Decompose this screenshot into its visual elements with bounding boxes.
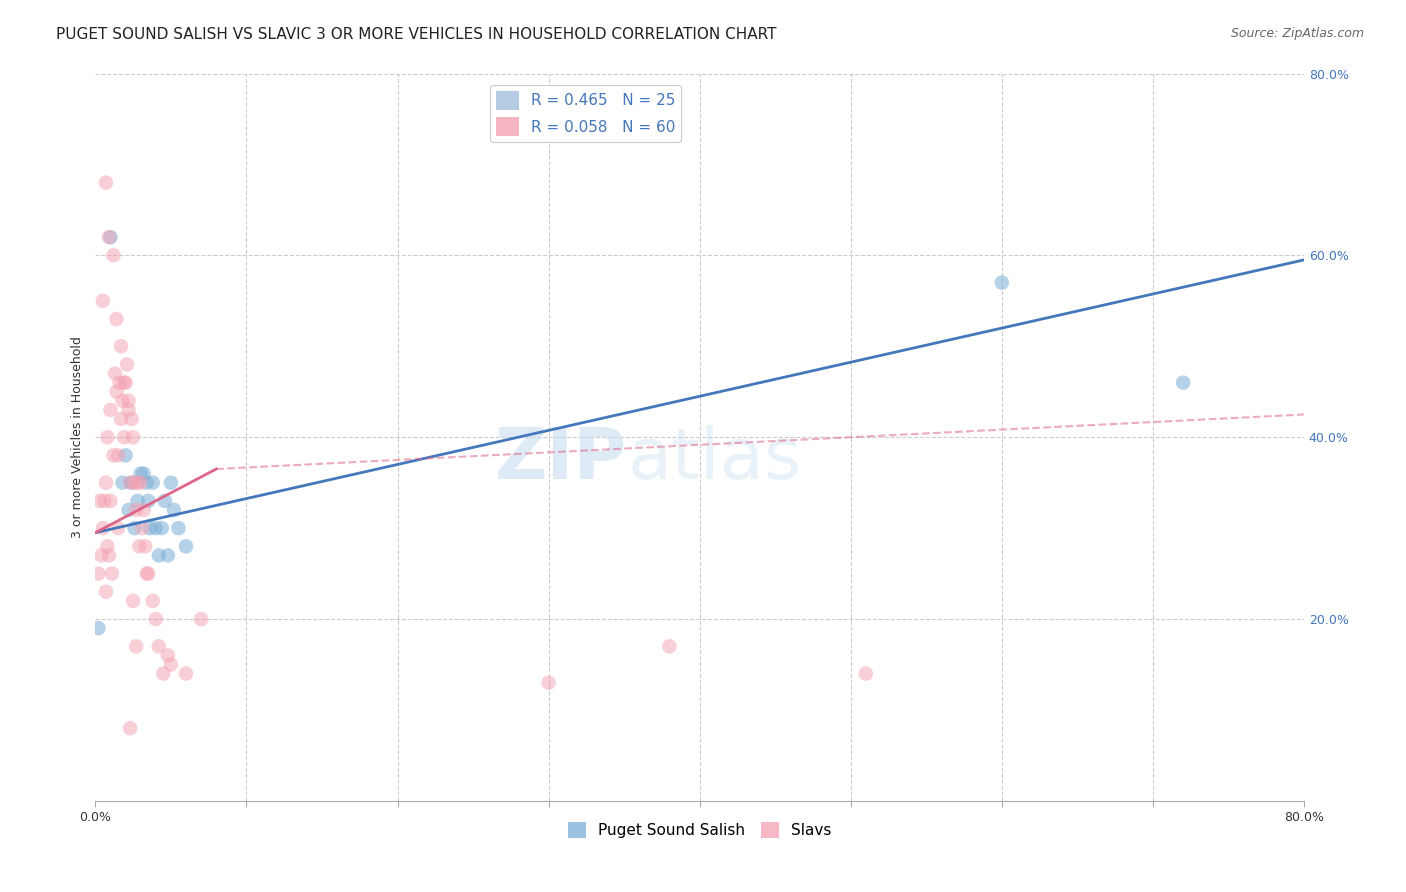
Point	[91, 521, 114, 535]
Point	[1171, 376, 1194, 390]
Point	[855, 666, 877, 681]
Point	[125, 640, 148, 654]
Point	[125, 503, 148, 517]
Legend: Puget Sound Salish, Slavs: Puget Sound Salish, Slavs	[561, 816, 838, 844]
Y-axis label: 3 or more Vehicles in Household: 3 or more Vehicles in Household	[72, 336, 84, 538]
Point	[107, 449, 129, 463]
Text: Source: ZipAtlas.com: Source: ZipAtlas.com	[1230, 27, 1364, 40]
Point	[174, 666, 197, 681]
Point	[121, 412, 143, 426]
Point	[121, 475, 143, 490]
Point	[537, 675, 560, 690]
Point	[107, 521, 129, 535]
Point	[114, 449, 136, 463]
Point	[190, 612, 212, 626]
Point	[991, 276, 1014, 290]
Point	[135, 475, 157, 490]
Point	[110, 339, 132, 353]
Point	[104, 367, 127, 381]
Point	[100, 403, 122, 417]
Point	[145, 521, 167, 535]
Point	[127, 475, 149, 490]
Point	[103, 248, 125, 262]
Point	[122, 430, 145, 444]
Point	[90, 549, 112, 563]
Text: ZIP: ZIP	[495, 425, 627, 493]
Point	[129, 475, 152, 490]
Point	[87, 621, 110, 635]
Point	[128, 539, 150, 553]
Point	[93, 493, 115, 508]
Point	[156, 648, 179, 663]
Point	[145, 612, 167, 626]
Point	[115, 358, 138, 372]
Point	[110, 412, 132, 426]
Point	[160, 657, 183, 672]
Point	[100, 230, 122, 244]
Point	[94, 475, 117, 490]
Point	[138, 521, 160, 535]
Point	[87, 566, 110, 581]
Point	[112, 430, 135, 444]
Point	[120, 721, 142, 735]
Point	[148, 549, 170, 563]
Point	[108, 376, 131, 390]
Point	[156, 549, 179, 563]
Point	[105, 384, 128, 399]
Point	[103, 449, 125, 463]
Point	[129, 467, 152, 481]
Point	[163, 503, 186, 517]
Point	[134, 539, 156, 553]
Point	[97, 230, 120, 244]
Point	[124, 475, 146, 490]
Point	[136, 493, 159, 508]
Point	[100, 493, 122, 508]
Point	[142, 475, 165, 490]
Point	[148, 640, 170, 654]
Point	[131, 521, 153, 535]
Point	[96, 430, 118, 444]
Point	[89, 493, 111, 508]
Point	[142, 594, 165, 608]
Point	[114, 376, 136, 390]
Point	[150, 521, 173, 535]
Point	[135, 566, 157, 581]
Point	[101, 566, 124, 581]
Point	[105, 312, 128, 326]
Point	[122, 594, 145, 608]
Point	[124, 521, 146, 535]
Point	[94, 584, 117, 599]
Point	[91, 293, 114, 308]
Point	[152, 666, 174, 681]
Text: PUGET SOUND SALISH VS SLAVIC 3 OR MORE VEHICLES IN HOUSEHOLD CORRELATION CHART: PUGET SOUND SALISH VS SLAVIC 3 OR MORE V…	[56, 27, 776, 42]
Point	[132, 503, 155, 517]
Point	[112, 376, 135, 390]
Point	[96, 539, 118, 553]
Point	[97, 549, 120, 563]
Point	[167, 521, 190, 535]
Point	[117, 403, 139, 417]
Point	[127, 493, 149, 508]
Point	[117, 393, 139, 408]
Point	[132, 467, 155, 481]
Point	[153, 493, 176, 508]
Point	[658, 640, 681, 654]
Point	[94, 176, 117, 190]
Point	[160, 475, 183, 490]
Text: atlas: atlas	[627, 425, 801, 493]
Point	[174, 539, 197, 553]
Point	[117, 503, 139, 517]
Point	[111, 475, 134, 490]
Point	[120, 475, 142, 490]
Point	[136, 566, 159, 581]
Point	[111, 393, 134, 408]
